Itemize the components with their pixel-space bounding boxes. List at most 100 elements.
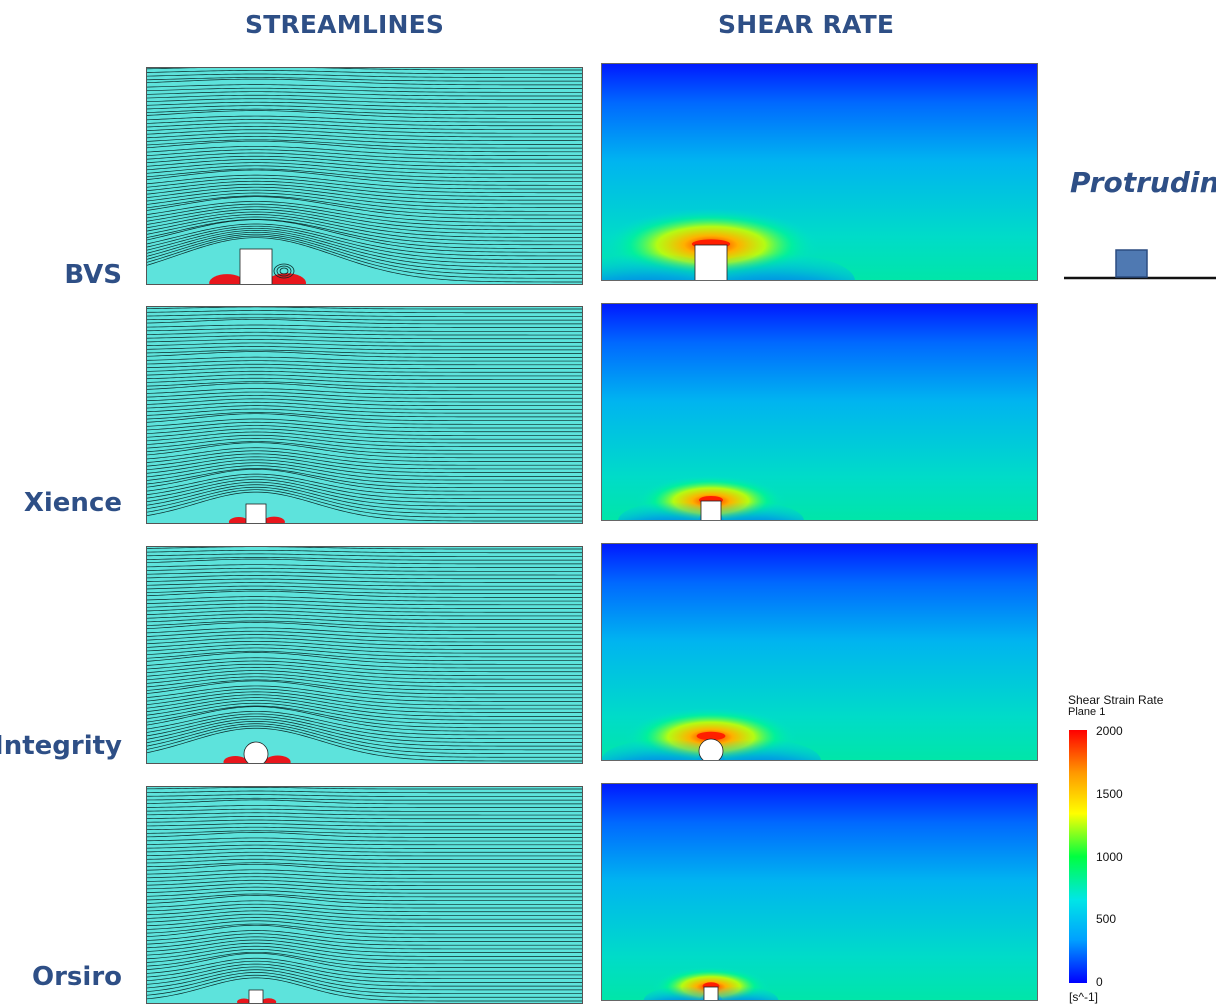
streamline (146, 223, 582, 257)
recirculation-zone-upstream (228, 517, 249, 524)
recirculation-zone-downstream (261, 998, 277, 1004)
streamline (146, 356, 582, 362)
streamline (146, 459, 582, 477)
streamline (146, 808, 582, 812)
recirculation-zone-upstream (209, 274, 245, 285)
streamline (146, 713, 582, 740)
streamline (146, 479, 582, 503)
streamline (146, 159, 582, 171)
streamline (146, 794, 582, 797)
streamline (146, 370, 582, 377)
streamline (146, 977, 582, 1002)
streamline (146, 125, 582, 134)
streamline (146, 723, 582, 754)
streamline (146, 189, 582, 208)
streamline (146, 87, 583, 93)
low-shear-zone-downstream (698, 502, 804, 521)
streamline (146, 174, 583, 190)
streamline (146, 431, 582, 444)
streamline (146, 910, 582, 920)
streamline (146, 165, 582, 179)
streamline (146, 139, 582, 149)
streamline (146, 727, 582, 762)
panel-border (146, 67, 583, 285)
vortex-streamline (279, 267, 289, 275)
streamline (146, 848, 582, 853)
streamline (146, 408, 582, 418)
recirculation-zone-downstream (263, 516, 285, 524)
panel-border (601, 63, 1038, 281)
streamline (146, 473, 582, 496)
peak-shear-cap (696, 731, 726, 741)
streamline (146, 450, 582, 466)
streamline (146, 447, 582, 462)
streamline (146, 360, 582, 366)
streamline (146, 590, 582, 598)
colorbar-tick-500: 500 (1096, 912, 1117, 926)
streamline (146, 837, 582, 842)
streamline (146, 858, 582, 864)
colorbar-title-line2: Plane 1 (1068, 706, 1106, 718)
streamline (146, 903, 582, 913)
streamline (146, 855, 582, 861)
streamline (146, 462, 582, 481)
streamline (146, 101, 582, 108)
streamline (146, 957, 582, 976)
streamline (146, 816, 582, 820)
streamline (146, 122, 582, 130)
strut (239, 248, 273, 285)
streamline (146, 94, 582, 101)
streamline (146, 105, 582, 112)
streamline (146, 657, 582, 669)
streamline (146, 351, 582, 358)
streamline (146, 725, 582, 758)
streamline (146, 98, 582, 104)
streamline (146, 468, 582, 492)
colorbar-tick-1500: 1500 (1096, 787, 1123, 801)
streamline (146, 872, 582, 879)
streamline (146, 546, 582, 550)
streamline (146, 219, 582, 249)
streamline (146, 140, 582, 153)
streamline (146, 374, 582, 381)
recirculation-zone-upstream (223, 756, 248, 764)
streamline (146, 685, 582, 702)
streamline (146, 799, 582, 805)
streamline (146, 162, 582, 175)
streamline (146, 132, 582, 142)
streamline (146, 694, 582, 713)
streamline (146, 233, 582, 275)
strut (248, 989, 264, 1004)
streamline (146, 335, 582, 340)
streamline (146, 900, 582, 909)
strut (245, 503, 267, 524)
strut (698, 738, 724, 761)
low-shear-zone-upstream (601, 739, 725, 761)
streamline (146, 214, 582, 242)
streamline (146, 230, 582, 268)
configuration-label: Protruding (1070, 166, 1216, 199)
strut (694, 244, 728, 281)
streamline (146, 367, 582, 373)
streamline (146, 917, 582, 927)
streamline (146, 578, 582, 583)
streamline (146, 883, 582, 890)
colorbar-tick-2000: 2000 (1096, 724, 1123, 738)
streamline (146, 797, 582, 801)
streamline (146, 710, 582, 736)
streamline (146, 549, 582, 554)
streamline (146, 679, 582, 695)
vortex-streamline (273, 263, 295, 279)
streamline (146, 832, 582, 838)
streamline (146, 585, 582, 591)
streamline (146, 346, 582, 351)
streamline (146, 211, 582, 238)
streamline (146, 428, 582, 440)
recirculation-zone-downstream (264, 755, 291, 764)
streamline (146, 183, 582, 201)
streamline (146, 680, 582, 699)
streamline (146, 413, 582, 425)
streamline (146, 195, 582, 216)
streamline (146, 388, 582, 395)
streamline (146, 342, 582, 347)
